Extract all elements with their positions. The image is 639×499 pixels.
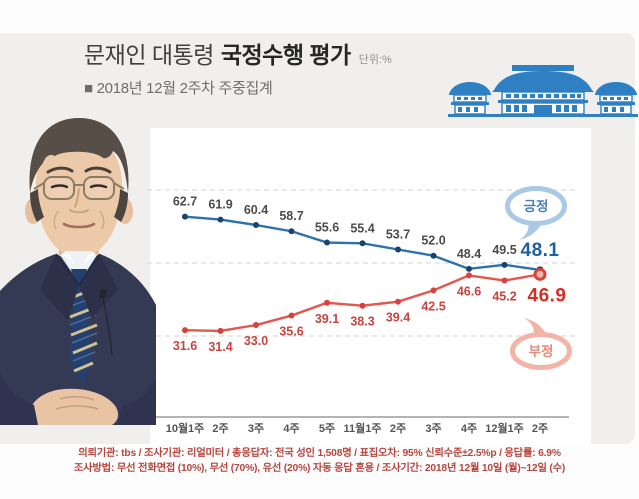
- svg-text:3주: 3주: [248, 422, 264, 435]
- negative-legend-label: 부정: [529, 343, 554, 359]
- svg-text:35.6: 35.6: [279, 325, 303, 339]
- svg-text:2주: 2주: [390, 422, 406, 435]
- svg-text:31.4: 31.4: [208, 340, 232, 354]
- chart-white-panel: [150, 128, 591, 444]
- svg-text:4주: 4주: [283, 422, 299, 435]
- svg-text:46.6: 46.6: [457, 284, 481, 298]
- svg-text:53.7: 53.7: [386, 227, 410, 241]
- svg-text:2주: 2주: [212, 422, 228, 435]
- svg-text:10월1주: 10월1주: [166, 421, 205, 435]
- title-bold: 국정수행 평가: [220, 42, 351, 68]
- methodology-line-2: 조사방법: 무선 전화면접 (10%), 무선 (70%), 유선 (20%) …: [73, 463, 566, 474]
- svg-text:31.6: 31.6: [173, 339, 197, 353]
- subtitle: ■ 2018년 12월 2주차 주중집계: [84, 80, 273, 97]
- approval-chart-svg: 10월1주 2주 3주 4주 5주 11월1주 2주 3주 4주 12월1주 2주 62.7 61.9 6…: [147, 189, 578, 435]
- unit-label: 단위:%: [358, 54, 392, 66]
- survey-methodology-note: 의뢰기관: tbs / 조사기관: 리얼미터 / 총응답자: 전국 성인 1,5…: [0, 446, 639, 476]
- svg-text:39.1: 39.1: [315, 312, 339, 326]
- svg-text:48.1: 48.1: [521, 240, 560, 261]
- svg-text:52.0: 52.0: [421, 234, 445, 248]
- negative-legend-bubble: 부정: [510, 318, 572, 370]
- svg-text:12월1주: 12월1주: [485, 421, 524, 435]
- svg-text:48.4: 48.4: [457, 247, 481, 261]
- svg-text:11월1주: 11월1주: [344, 421, 382, 435]
- president-portrait-photo: [0, 118, 156, 425]
- svg-text:42.5: 42.5: [421, 299, 445, 313]
- svg-text:2주: 2주: [532, 422, 548, 435]
- page-title: 문재인 대통령 국정수행 평가 단위:%: [84, 36, 392, 70]
- blue-house-icon: [448, 65, 638, 117]
- svg-text:49.5: 49.5: [492, 243, 516, 257]
- svg-text:60.4: 60.4: [244, 203, 268, 217]
- svg-text:61.9: 61.9: [208, 198, 232, 212]
- glasses-icon: [33, 176, 125, 200]
- svg-text:38.3: 38.3: [350, 315, 374, 329]
- svg-text:5주: 5주: [319, 422, 335, 435]
- mic-clip-icon: [99, 288, 113, 356]
- svg-text:55.4: 55.4: [350, 221, 374, 235]
- title-regular: 문재인 대통령: [84, 42, 214, 68]
- svg-text:46.9: 46.9: [528, 285, 567, 306]
- svg-text:3주: 3주: [425, 422, 441, 435]
- positive-legend-label: 긍정: [524, 198, 549, 214]
- svg-text:4주: 4주: [461, 422, 477, 435]
- positive-legend-bubble: 긍정: [505, 186, 567, 240]
- svg-text:33.0: 33.0: [244, 334, 268, 348]
- svg-text:58.7: 58.7: [279, 209, 303, 223]
- svg-text:62.7: 62.7: [173, 195, 197, 209]
- svg-text:39.4: 39.4: [386, 311, 410, 325]
- svg-text:45.2: 45.2: [492, 290, 516, 304]
- svg-text:55.6: 55.6: [315, 221, 339, 235]
- methodology-line-1: 의뢰기관: tbs / 조사기관: 리얼미터 / 총응답자: 전국 성인 1,5…: [78, 448, 561, 459]
